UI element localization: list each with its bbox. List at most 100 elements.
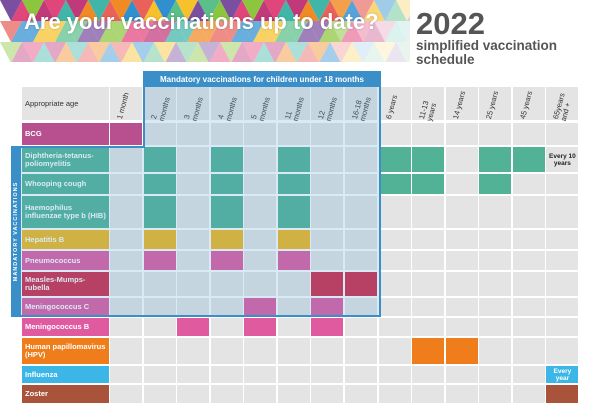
schedule-cell-filled (378, 174, 411, 194)
schedule-cell (344, 366, 377, 383)
schedule-cell (546, 174, 579, 194)
schedule-cell (546, 230, 579, 249)
schedule-cell (177, 298, 210, 316)
mosaic-tile (121, 42, 143, 62)
schedule-cell (412, 272, 445, 296)
schedule-cell-filled (177, 318, 210, 336)
schedule-cell-filled (210, 196, 243, 228)
schedule-cell-filled (311, 272, 344, 296)
mosaic-tile (352, 21, 374, 42)
schedule-cell-filled (210, 251, 243, 270)
schedule-cell (311, 196, 344, 228)
mosaic-tile (143, 42, 165, 62)
schedule-cell (344, 196, 377, 228)
mosaic-tile (220, 0, 242, 21)
mosaic-tile (220, 21, 242, 42)
column-header-bg (512, 87, 545, 120)
column-header-bg (479, 87, 512, 120)
schedule-cell (244, 338, 277, 364)
schedule-cell (445, 174, 478, 194)
schedule-cell-filled (210, 147, 243, 172)
mosaic-tile (121, 0, 143, 21)
mosaic-tile (11, 0, 33, 21)
mosaic-tile (198, 0, 220, 21)
schedule-cell (311, 366, 344, 383)
schedule-cell (244, 230, 277, 249)
schedule-cell (445, 272, 478, 296)
schedule-cell (344, 230, 377, 249)
schedule-cell (479, 251, 512, 270)
schedule-cell (412, 196, 445, 228)
row-label: Haemophilus influenzae type b (HIB) (22, 196, 109, 228)
schedule-cell (311, 251, 344, 270)
schedule-cell (110, 366, 142, 383)
schedule-cell (378, 251, 411, 270)
mosaic-tile (319, 42, 341, 62)
schedule-cell (210, 123, 243, 145)
schedule-cell (378, 318, 411, 336)
mosaic-tile (275, 0, 297, 21)
schedule-cell-filled (210, 230, 243, 249)
row-label: Zoster (22, 385, 109, 403)
mosaic-tile (0, 21, 22, 42)
title: Are your vaccinations up to date? (24, 9, 379, 34)
mosaic-tile (165, 42, 187, 62)
schedule-cell (445, 318, 478, 336)
mosaic-tile (55, 21, 77, 42)
schedule-cell (311, 338, 344, 364)
schedule-cell-filled (412, 338, 445, 364)
mosaic-tile (198, 42, 220, 62)
schedule-cell (311, 174, 344, 194)
mosaic-tile (374, 21, 396, 42)
schedule-cell (177, 230, 210, 249)
mosaic-tile (297, 21, 319, 42)
mosaic-tile (99, 42, 121, 62)
mosaic-tile (66, 0, 88, 21)
schedule-cell (378, 196, 411, 228)
schedule-cell (546, 298, 579, 316)
schedule-cell-filled (277, 251, 310, 270)
mosaic-tile (242, 21, 264, 42)
schedule-cell (479, 230, 512, 249)
mosaic-tile (297, 0, 319, 21)
schedule-cell (177, 174, 210, 194)
schedule-cell (344, 123, 377, 145)
mosaic-tile (253, 21, 275, 42)
schedule-cell (512, 366, 545, 383)
schedule-cell-filled (311, 298, 344, 316)
mosaic-tile (352, 42, 374, 62)
mosaic-tile (209, 42, 231, 62)
mosaic-tile (176, 42, 198, 62)
mosaic-tile (396, 0, 410, 21)
schedule-cell (546, 272, 579, 296)
mosaic-tile (187, 42, 209, 62)
schedule-cell (110, 196, 142, 228)
column-header-bg (445, 87, 478, 120)
schedule-cell (311, 123, 344, 145)
schedule-cell (378, 338, 411, 364)
mosaic-tile (121, 21, 143, 42)
schedule-cell-filled (412, 174, 445, 194)
mosaic-tile (264, 21, 286, 42)
schedule-cell (479, 123, 512, 145)
subtitle: simplified vaccination schedule (416, 38, 558, 67)
schedule-cell (110, 147, 142, 172)
schedule-cell (378, 366, 411, 383)
mosaic-tile (407, 15, 410, 21)
mosaic-tile (99, 21, 121, 42)
schedule-cell (412, 298, 445, 316)
mosaic-tile (374, 0, 396, 21)
schedule-cell (210, 366, 243, 383)
schedule-cell (244, 272, 277, 296)
schedule-cell (244, 147, 277, 172)
schedule-cell (445, 123, 478, 145)
schedule-cell (546, 123, 579, 145)
schedule-cell-filled (277, 147, 310, 172)
mosaic-tile (341, 0, 363, 21)
schedule-cell (412, 318, 445, 336)
mosaic-tile (11, 42, 33, 62)
mosaic-tile (363, 0, 385, 21)
mosaic-tile (308, 42, 330, 62)
mosaic-tile (33, 0, 55, 21)
